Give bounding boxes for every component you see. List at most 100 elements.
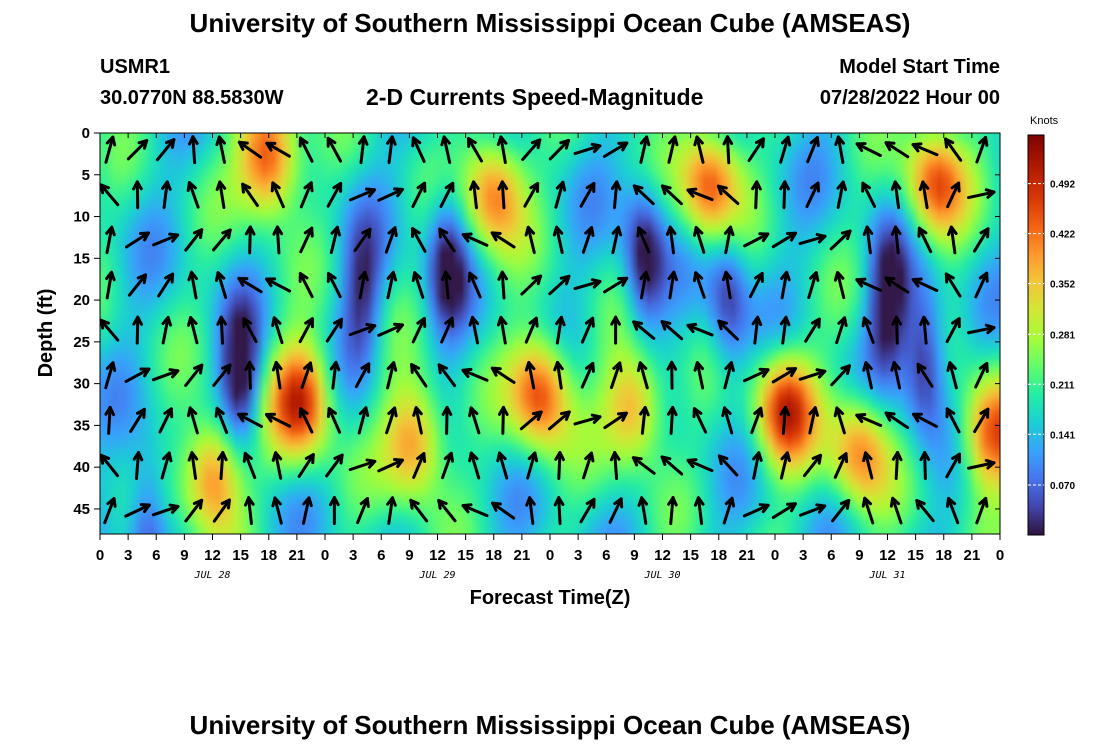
vector-arrow [184,363,204,387]
x-tick-label: 18 [710,547,727,564]
vector-arrow [184,498,204,523]
colorbar-tick-label: 0.211 [1050,380,1075,391]
vector-arrow [497,180,509,210]
vector-arrow [244,496,255,526]
vector-arrow [441,451,454,480]
vector-arrow [299,226,314,254]
page-title: University of Southern Mississippi Ocean… [189,8,911,38]
vector-arrow [798,503,827,517]
vector-arrow [212,228,232,252]
vector-arrow [716,184,740,205]
vector-arrow [241,182,259,207]
vector-arrow [555,315,566,345]
vector-arrow [552,225,564,255]
vector-arrow [214,406,229,434]
vector-arrow [525,496,536,526]
vector-arrow [884,276,910,294]
date-label: JUL 28 [193,570,230,581]
vector-arrow [386,270,398,300]
vector-arrow [554,180,567,209]
vector-arrow [519,410,543,431]
vector-arrow [496,135,508,165]
vector-arrow [573,413,602,426]
colorbar-tick-label: 0.352 [1050,280,1075,291]
vector-arrow [722,135,734,165]
vector-arrow [468,315,480,345]
vector-arrow [411,316,427,344]
vector-arrow [491,501,516,520]
vector-arrow [184,228,204,252]
x-tick-label: 18 [485,547,502,564]
vector-arrow [358,270,369,300]
y-tick-label: 0 [82,125,90,142]
vector-arrow [836,180,848,210]
vector-arrow [779,451,791,480]
vector-arrow [329,496,340,526]
vector-arrow [693,226,706,254]
vector-arrow [830,364,852,387]
vector-arrow [967,458,996,470]
vector-arrow [945,496,960,525]
vector-arrow [632,320,656,340]
vector-arrow [975,496,989,525]
vector-arrow [237,140,263,159]
vector-arrow [639,405,650,435]
vector-arrow [125,231,150,249]
vector-arrow [237,276,263,294]
vector-arrow [807,271,820,300]
vector-arrow [298,407,314,434]
vector-arrow [804,317,821,343]
vector-arrow [973,407,990,434]
vector-arrow [271,451,283,480]
y-tick-label: 25 [73,334,90,351]
x-tick-label: 21 [514,547,531,564]
vector-arrow [717,319,739,341]
vector-arrow [798,233,827,246]
vector-arrow [329,360,341,390]
vector-arrow [802,453,823,478]
vector-arrow [265,412,292,428]
vector-arrow [862,451,874,480]
vector-arrow [461,232,489,247]
chart-title: 2-D Currents Speed-Magnitude [366,84,704,110]
vector-arrow [610,180,622,210]
vector-arrow [468,451,481,480]
vector-arrow [548,274,571,296]
vector-arrow [771,231,798,249]
vector-arrow [469,180,480,210]
vector-arrow [348,323,377,337]
station-id: USMR1 [100,56,171,78]
vector-arrow [580,361,595,389]
vector-arrow [461,367,489,382]
vector-arrow [692,407,708,434]
colorbar-label: Knots [1030,115,1059,127]
vector-arrow [693,135,705,164]
vector-arrow [188,135,199,165]
vector-arrow [103,496,117,525]
vector-arrow [637,496,649,525]
vector-arrow [410,227,427,253]
vector-arrow [186,406,199,435]
vector-arrow [161,180,172,210]
vector-arrow [326,136,343,163]
vector-arrow [639,270,651,300]
vector-arrow [104,135,117,164]
vector-arrow [547,410,571,431]
vector-arrow [377,187,404,202]
vector-arrow [554,451,565,480]
x-tick-label: 3 [799,547,807,564]
vector-arrow [686,187,714,202]
vector-arrow [272,225,284,255]
vector-arrow [105,270,116,300]
x-tick-label: 18 [935,547,952,564]
vector-arrow [861,316,875,344]
x-tick-label: 9 [630,547,638,564]
vector-arrow [582,451,595,480]
vector-arrow [215,180,227,210]
vector-arrow [636,361,649,390]
date-label: JUL 30 [643,570,680,581]
vector-arrow [553,360,564,390]
vector-arrow [326,181,343,208]
vector-arrow [299,181,314,209]
x-tick-label: 12 [204,547,221,564]
